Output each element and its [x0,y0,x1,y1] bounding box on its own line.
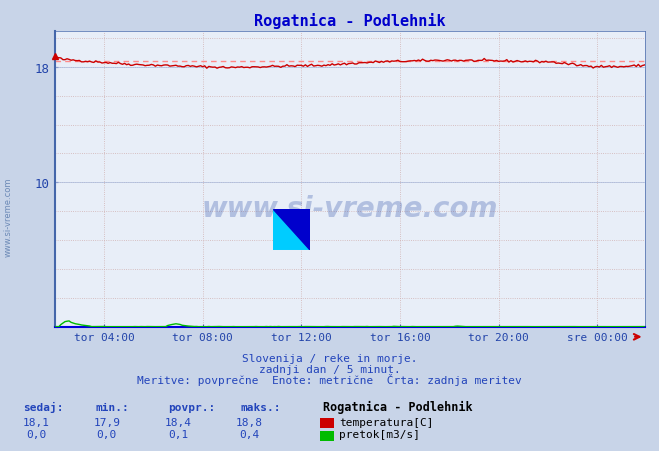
Text: pretok[m3/s]: pretok[m3/s] [339,429,420,439]
Polygon shape [273,210,310,250]
Text: maks.:: maks.: [241,402,281,412]
Text: temperatura[C]: temperatura[C] [339,417,434,427]
Text: 0,1: 0,1 [168,429,188,439]
Text: min.:: min.: [96,402,129,412]
Text: sedaj:: sedaj: [23,401,63,412]
Text: 18,1: 18,1 [23,417,49,427]
Text: 0,0: 0,0 [26,429,46,439]
Text: www.si-vreme.com: www.si-vreme.com [202,195,498,223]
Text: zadnji dan / 5 minut.: zadnji dan / 5 minut. [258,364,401,374]
Text: 0,0: 0,0 [97,429,117,439]
Polygon shape [273,210,310,230]
Text: 17,9: 17,9 [94,417,120,427]
Text: 18,8: 18,8 [236,417,262,427]
Text: Slovenija / reke in morje.: Slovenija / reke in morje. [242,353,417,363]
Text: Meritve: povprečne  Enote: metrične  Črta: zadnja meritev: Meritve: povprečne Enote: metrične Črta:… [137,373,522,385]
Text: povpr.:: povpr.: [168,402,215,412]
Text: 18,4: 18,4 [165,417,191,427]
Polygon shape [273,210,310,250]
Text: Rogatnica - Podlehnik: Rogatnica - Podlehnik [323,400,473,414]
Title: Rogatnica - Podlehnik: Rogatnica - Podlehnik [254,13,445,29]
Text: www.si-vreme.com: www.si-vreme.com [4,177,13,256]
Text: 0,4: 0,4 [239,429,259,439]
